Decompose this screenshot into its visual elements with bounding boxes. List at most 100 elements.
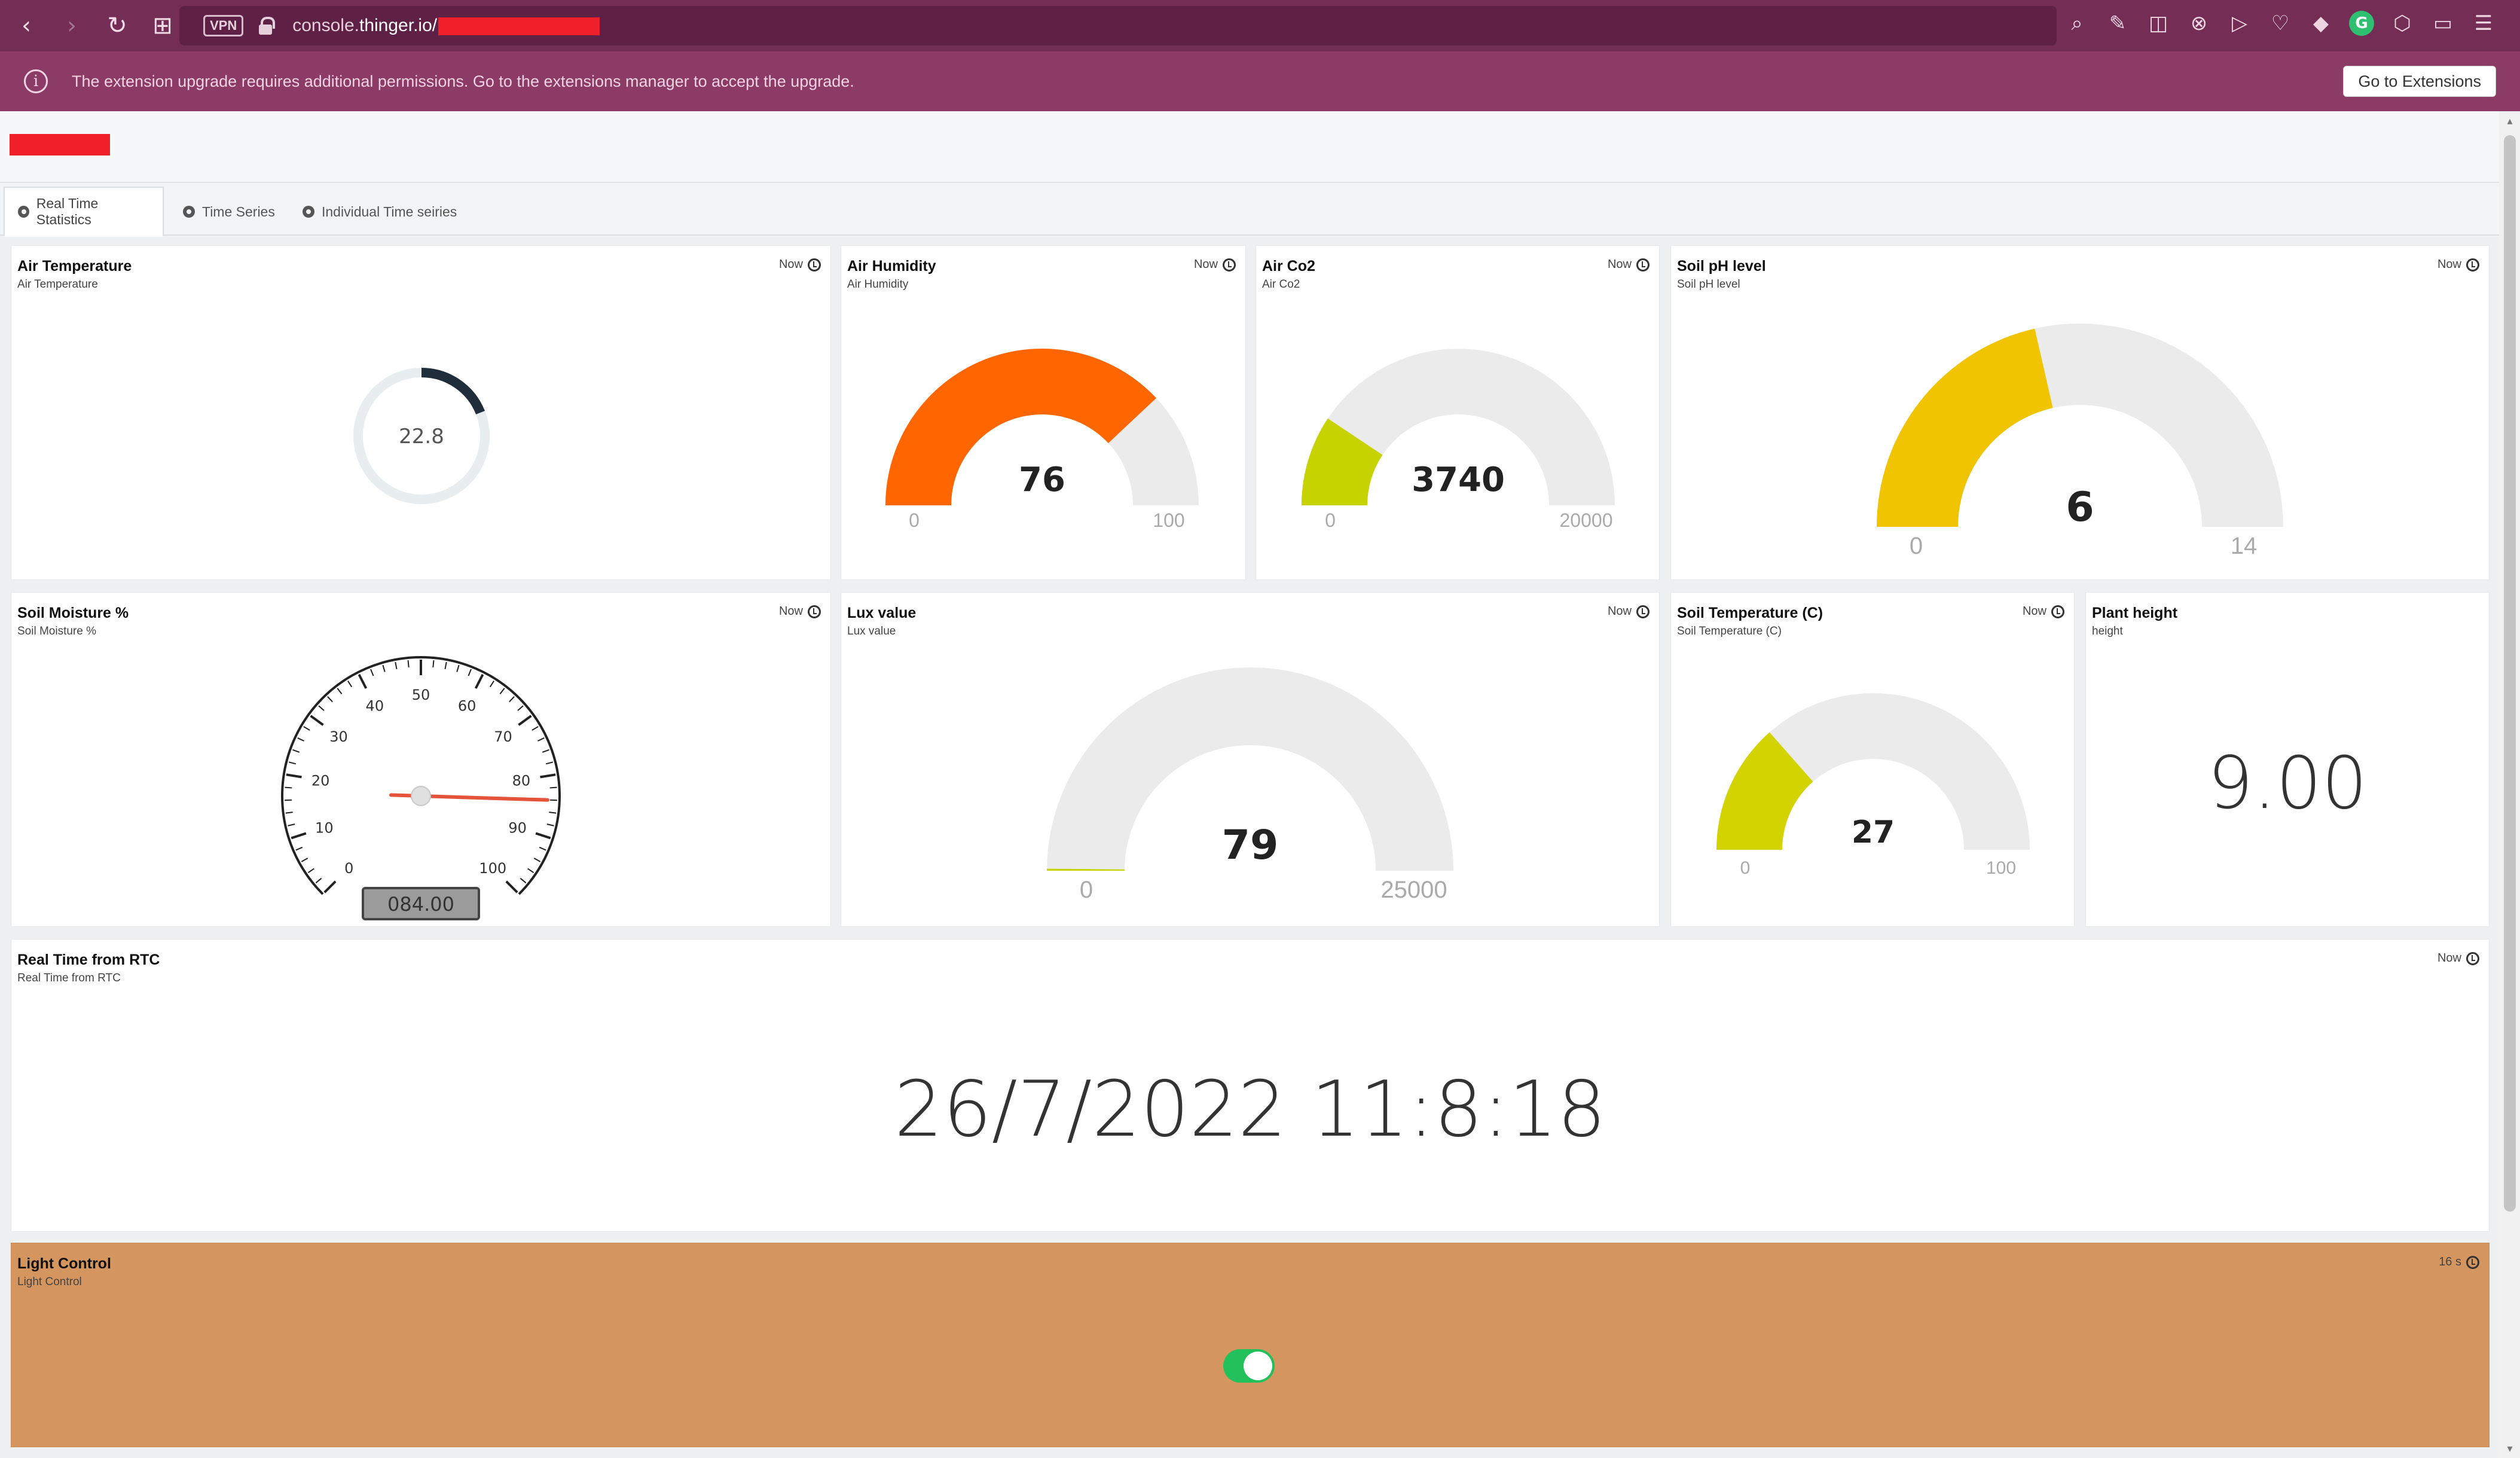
scroll-down-icon[interactable]: ▾: [2507, 1442, 2513, 1455]
go-to-extensions-button[interactable]: Go to Extensions: [2343, 66, 2496, 97]
dial-tick: [499, 688, 505, 694]
widget-lux: Lux value Lux value Now 79 0 25000: [841, 592, 1660, 927]
widget-light-control: Light Control Light Control 16 s: [11, 1243, 2490, 1447]
info-message: The extension upgrade requires additiona…: [72, 72, 854, 90]
dial-tick-label: 80: [512, 772, 531, 789]
cube-icon[interactable]: ⬡: [2393, 11, 2411, 35]
widget-subtitle: Soil Moisture %: [17, 625, 96, 638]
widget-time: Now: [1608, 258, 1650, 272]
widget-subtitle: height: [2092, 625, 2123, 638]
shield-icon[interactable]: ⊗: [2190, 11, 2208, 35]
clock-icon: [1223, 258, 1236, 272]
gauge-min: 0: [1740, 858, 1751, 878]
widget-title: Real Time from RTC: [17, 951, 160, 968]
dial-tick: [546, 823, 554, 826]
dashboard-tabs: Real Time Statistics Time Series Individ…: [0, 183, 2499, 237]
widget-title: Lux value: [847, 605, 917, 621]
address-bar[interactable]: VPN console.thinger.io/: [179, 6, 2057, 45]
gauge-chart: 76 0 100: [885, 349, 1199, 531]
reload-icon[interactable]: ↻: [107, 12, 127, 39]
dial-tick: [533, 858, 541, 862]
gauge-track: [1716, 693, 2030, 850]
dial-tick: [505, 880, 518, 893]
gauge-value: 27: [1852, 815, 1895, 850]
toggle-knob[interactable]: [1244, 1352, 1272, 1380]
widget-subtitle: Air Humidity: [847, 278, 909, 291]
app-header: [0, 111, 2499, 183]
grid-icon[interactable]: ⊞: [152, 12, 173, 39]
tab-individual-time-series[interactable]: Individual Time seiries: [289, 187, 470, 237]
dial-tick: [549, 812, 557, 814]
dial-tick: [527, 868, 534, 873]
tab-time-series[interactable]: Time Series: [170, 187, 288, 237]
dial-tick: [310, 715, 324, 726]
gauge-min: 0: [1080, 877, 1093, 903]
cog-icon: [18, 206, 29, 218]
dial-tick: [535, 832, 551, 840]
widget-subtitle: Soil pH level: [1677, 278, 1740, 291]
battery-icon[interactable]: ▭: [2433, 11, 2453, 35]
donut-value: 22.8: [399, 425, 444, 449]
widget-title: Soil Temperature (C): [1677, 605, 1823, 621]
tab-real-time-statistics[interactable]: Real Time Statistics: [4, 187, 164, 237]
lock-icon[interactable]: [259, 17, 276, 35]
widget-soil-moisture: Soil Moisture % Soil Moisture % Now 0 10 2…: [11, 592, 831, 927]
extension-icon[interactable]: ◆: [2313, 11, 2329, 35]
plant-height-value: 9.00: [2207, 742, 2368, 825]
dial-tick: [444, 661, 447, 670]
gauge-track: [1047, 667, 1453, 871]
vpn-badge[interactable]: VPN: [203, 15, 244, 36]
widget-title: Air Humidity: [847, 258, 936, 274]
dial-tick: [291, 832, 307, 840]
dial-readout: 084.00: [387, 893, 454, 916]
dial-tick: [315, 877, 322, 884]
widget-title: Soil pH level: [1677, 258, 1766, 274]
widget-time: Now: [2023, 605, 2064, 618]
gauge-min: 0: [909, 510, 920, 531]
heart-icon[interactable]: ♡: [2271, 11, 2290, 35]
gauge-value: 3740: [1412, 460, 1505, 499]
scroll-thumb[interactable]: [2504, 135, 2516, 1212]
back-icon[interactable]: ‹: [22, 12, 31, 39]
gauge-min: 0: [1910, 533, 1923, 559]
dial-tick-label: 30: [329, 728, 348, 745]
clock-icon: [808, 258, 821, 272]
widget-air-humidity: Air Humidity Air Humidity Now 76 0 100: [841, 245, 1246, 580]
donut-chart: 22.8: [353, 368, 490, 504]
cog-icon: [183, 206, 195, 218]
gauge-chart: 79 0 25000: [1047, 667, 1453, 903]
redacted-logo: [10, 134, 110, 155]
widget-title: Plant height: [2092, 605, 2178, 621]
edit-icon[interactable]: ✎: [2109, 11, 2127, 35]
gauge-chart: 27 0 100: [1716, 693, 2030, 878]
widget-subtitle: Lux value: [847, 625, 896, 638]
dial-tick: [518, 715, 532, 726]
gauge-max: 100: [1986, 858, 2016, 878]
page-scrollbar[interactable]: ▴ ▾: [2499, 111, 2520, 1458]
widget-subtitle: Light Control: [17, 1276, 82, 1288]
camera-icon[interactable]: ◫: [2148, 11, 2168, 35]
dial-tick-label: 40: [366, 698, 384, 715]
dial-tick: [285, 812, 293, 814]
dial-labels: 0 10 20 30 40 50 60 70 80 90 100: [311, 687, 530, 877]
donut-value-arc: [421, 368, 485, 415]
play-icon[interactable]: ▷: [2231, 11, 2248, 35]
scroll-up-icon[interactable]: ▴: [2507, 115, 2513, 127]
dial-tick: [295, 846, 303, 851]
rtc-datetime: 26/7/2022 11:8:18: [894, 1065, 1606, 1154]
grammarly-icon[interactable]: G: [2349, 11, 2374, 36]
dial-tick: [323, 880, 337, 893]
dial-tick: [540, 773, 556, 779]
dial-tick-label: 100: [479, 860, 506, 877]
search-icon[interactable]: ⌕: [2071, 11, 2083, 35]
gauge-fill: [1302, 418, 1383, 505]
gauge-max: 100: [1153, 510, 1184, 531]
forward-icon[interactable]: ›: [67, 12, 77, 39]
light-control-toggle[interactable]: [1223, 1349, 1275, 1383]
url-text[interactable]: console.thinger.io/: [292, 16, 600, 36]
menu-icon[interactable]: ☰: [2474, 11, 2493, 35]
url-redaction: [438, 17, 600, 36]
dial-tick-label: 20: [311, 772, 330, 789]
widget-time: Now: [779, 605, 821, 618]
widget-time: Now: [2437, 258, 2479, 272]
